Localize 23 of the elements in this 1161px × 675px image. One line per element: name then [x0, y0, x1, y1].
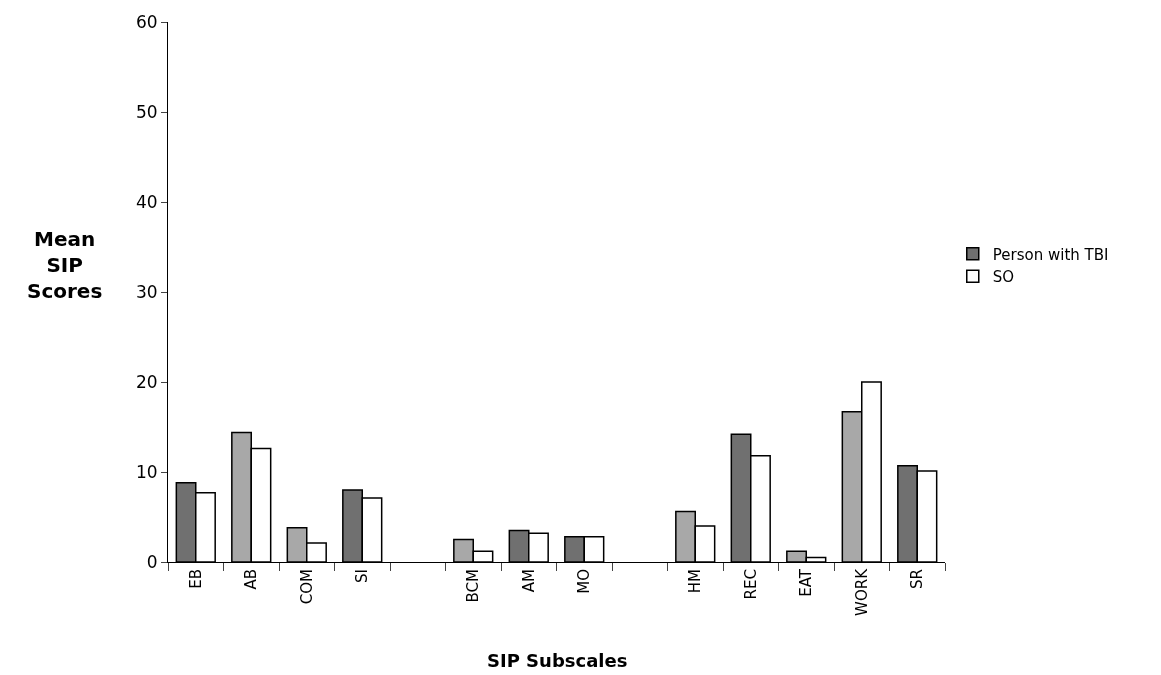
y-tick-label: 0	[146, 551, 158, 572]
y-tick-label: 10	[135, 461, 158, 482]
x-tick-label: REC	[741, 569, 760, 600]
y-tick-label: 20	[135, 371, 158, 392]
x-tick-label: AM	[519, 569, 538, 593]
x-tick-label: SR	[908, 569, 927, 589]
legend-label: SO	[992, 268, 1015, 287]
x-tick-label: SI	[353, 569, 372, 583]
x-tick-label: EAT	[797, 568, 816, 597]
y-tick-label: 50	[135, 101, 158, 122]
x-axis-title: SIP Subscales	[487, 650, 628, 671]
y-tick-label: 30	[135, 281, 158, 302]
y-tick-label: 40	[135, 191, 158, 212]
x-tick-label: BCM	[464, 569, 483, 603]
x-tick-label: COM	[297, 569, 316, 605]
x-tick-label: EB	[186, 569, 205, 589]
x-tick-label: HM	[686, 569, 705, 594]
y-axis-title: Mean SIP Scores	[27, 227, 103, 303]
legend-label: Person with TBI	[992, 245, 1109, 264]
y-tick-label: 60	[135, 11, 158, 32]
x-tick-label: MO	[575, 569, 594, 594]
x-tick-label: WORK	[852, 567, 871, 616]
x-tick-label: AB	[242, 569, 261, 590]
